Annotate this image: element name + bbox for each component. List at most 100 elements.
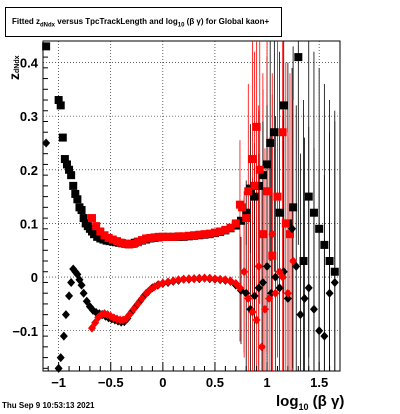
- data-point: [179, 274, 188, 284]
- data-point: [216, 274, 225, 284]
- x-axis-label: log10 (β γ): [276, 393, 344, 412]
- data-point: [325, 288, 334, 298]
- data-point: [281, 219, 290, 228]
- data-point: [244, 294, 253, 304]
- data-point: [142, 234, 151, 243]
- axes: −1 −0.5 0 0.5 1 1.5 −0.1 0 0.1 0.2 0.3 0.4: [12, 45, 341, 390]
- data-point: [61, 310, 70, 320]
- data-point: [270, 128, 279, 137]
- data-point: [205, 273, 214, 283]
- title-suffix: for Global kaon+: [205, 17, 270, 26]
- y-tick-label: 0: [31, 270, 38, 285]
- data-point: [279, 101, 288, 110]
- data-point: [179, 232, 188, 241]
- data-point: [169, 276, 178, 286]
- data-point: [304, 192, 313, 201]
- data-point: [235, 283, 244, 293]
- data-point: [56, 101, 65, 110]
- data-point: [129, 304, 138, 314]
- data-point: [275, 208, 284, 217]
- data-point: [320, 240, 329, 249]
- data-point: [248, 307, 257, 317]
- data-point: [240, 267, 249, 277]
- data-point: [69, 181, 78, 190]
- data-point: [92, 222, 101, 231]
- data-point: [231, 219, 240, 228]
- data-point: [242, 208, 251, 217]
- data-point: [265, 294, 274, 304]
- data-point: [62, 160, 71, 169]
- data-point: [58, 133, 67, 142]
- data-point: [125, 240, 134, 249]
- data-point: [200, 230, 209, 239]
- data-point: [210, 274, 219, 284]
- data-point: [117, 238, 126, 247]
- data-point: [258, 171, 267, 180]
- data-point: [257, 342, 266, 352]
- data-point: [254, 181, 263, 190]
- data-point: [258, 230, 267, 239]
- data-point: [112, 237, 121, 246]
- data-point: [315, 326, 324, 336]
- data-point: [100, 231, 109, 240]
- y-tick-label: 0.3: [20, 109, 38, 124]
- data-point: [271, 272, 280, 282]
- data-point: [73, 195, 82, 204]
- data-point: [325, 257, 334, 265]
- data-point: [125, 310, 134, 320]
- data-point: [158, 232, 167, 241]
- data-point: [195, 230, 204, 239]
- data-point: [238, 203, 247, 212]
- y-tick-label: 0.1: [20, 216, 38, 231]
- x-tick-label: 0.5: [206, 375, 224, 390]
- data-point: [294, 53, 303, 62]
- x-tick-label: −0.5: [98, 375, 124, 390]
- data-point: [67, 277, 76, 287]
- data-point: [268, 251, 277, 260]
- y-tick-label: −0.1: [12, 324, 38, 339]
- data-point: [244, 187, 253, 196]
- data-point: [195, 273, 204, 283]
- data-point: [138, 294, 146, 304]
- data-point: [190, 231, 199, 240]
- data-point: [300, 294, 309, 304]
- data-point: [164, 277, 173, 287]
- chart-title: Fitted zdNdx versus TpcTrackLength and l…: [5, 7, 282, 37]
- data-point: [79, 288, 88, 298]
- data-point: [174, 232, 183, 241]
- data-point: [174, 275, 183, 285]
- data-point: [216, 227, 225, 236]
- data-point: [252, 122, 261, 131]
- data-point: [184, 231, 193, 240]
- data-point: [79, 214, 88, 223]
- data-point: [283, 288, 292, 298]
- y-label-sub: dNdx: [14, 55, 21, 74]
- data-point: [278, 128, 287, 137]
- y-axis-label: zdNdx: [6, 56, 22, 81]
- data-point: [133, 238, 142, 247]
- data-point: [133, 299, 142, 309]
- data-point: [250, 192, 259, 201]
- data-point: [65, 165, 74, 174]
- data-point: [255, 165, 264, 174]
- data-point: [273, 192, 282, 201]
- data-point: [221, 225, 230, 234]
- data-point: [285, 230, 294, 239]
- data-point: [60, 155, 69, 164]
- x-label-main: log: [276, 393, 299, 410]
- data-point: [271, 288, 280, 298]
- data-point: [248, 155, 257, 164]
- title-paren: (β γ): [186, 17, 204, 26]
- data-point: [309, 304, 318, 314]
- data-point: [190, 274, 199, 284]
- data-point: [96, 227, 105, 236]
- y-tick-label: 0.2: [20, 163, 38, 178]
- data-point: [260, 304, 269, 314]
- title-z-symbol: z: [36, 17, 41, 26]
- data-point: [71, 189, 80, 198]
- data-point: [242, 214, 251, 223]
- data-point: [330, 277, 339, 287]
- data-point: [275, 283, 284, 293]
- x-label-tail: (β γ): [308, 393, 345, 410]
